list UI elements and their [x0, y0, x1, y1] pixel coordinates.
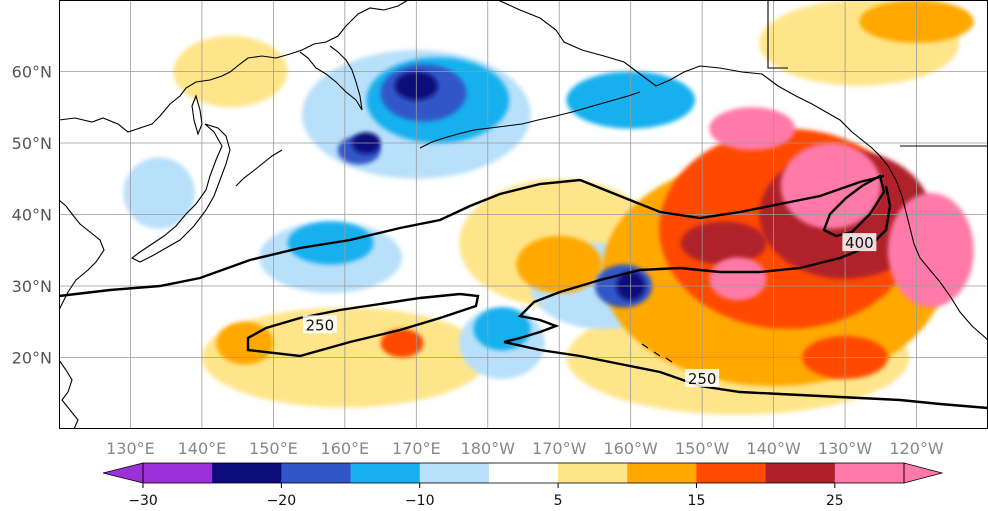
longitude-label: 150°W	[675, 439, 730, 458]
colorbar: −30 −20 −10 5 15 25	[102, 462, 944, 509]
anomaly-region	[680, 221, 767, 265]
contour-label-bg	[302, 315, 337, 334]
border-alaska-canada	[767, 0, 788, 69]
colorbar-extend-low	[102, 462, 144, 484]
map-plot-area: 250 250 400	[59, 0, 988, 429]
longitude-label: 130°E	[106, 439, 155, 458]
longitude-label: 130°W	[818, 439, 873, 458]
contour-label: 250	[688, 370, 717, 388]
coastline-north-america-west	[851, 131, 988, 341]
contour-label-bg	[842, 233, 877, 252]
contour-label: 400	[845, 234, 874, 252]
latitude-label: 50°N	[12, 134, 52, 153]
coastlines	[59, 0, 988, 429]
coastline-kurils	[235, 149, 283, 187]
contour-label: 250	[306, 316, 335, 334]
coastline-aleutians	[419, 91, 641, 149]
coastline-kamchatka	[299, 45, 363, 111]
colorbar-tick-label: −10	[405, 493, 435, 509]
latitude-labels: 60°N 50°N 40°N 30°N 20°N	[12, 63, 52, 368]
longitude-label: 140°E	[178, 439, 227, 458]
contour-250-north	[59, 174, 885, 298]
colorbar-cell	[143, 463, 213, 483]
colorbar-cell	[350, 463, 421, 483]
coastline-china-korea	[59, 199, 105, 311]
coastline-asia	[59, 0, 409, 133]
colorbar-cell	[488, 463, 559, 483]
latitude-label: 30°N	[12, 277, 52, 296]
contour-250-closed	[246, 292, 480, 358]
colorbar-tick-label: 5	[554, 493, 563, 509]
longitude-label: 140°W	[746, 439, 801, 458]
longitude-label: 180°W	[461, 439, 516, 458]
latitude-label: 20°N	[12, 349, 52, 368]
contour-labels: 250 250 400	[302, 233, 877, 388]
colorbar-cell	[627, 463, 697, 483]
coastline-alaska	[497, 0, 853, 133]
coastline-sakhalin	[191, 94, 203, 136]
coastline-hawaii	[641, 343, 673, 363]
colorbar-tick-label: 15	[688, 493, 706, 509]
colorbar-ticks: −30 −20 −10 5 15 25	[128, 483, 844, 509]
colorbar-cell	[765, 463, 836, 483]
contour-250-south-lower	[503, 340, 988, 410]
longitude-label: 170°W	[532, 439, 587, 458]
graticule	[59, 0, 988, 429]
latitude-label: 60°N	[12, 63, 52, 82]
anomaly-region	[123, 157, 195, 229]
anomaly-region	[780, 143, 881, 229]
coastline-japan	[130, 123, 231, 263]
longitude-label: 160°W	[604, 439, 659, 458]
anomaly-region	[380, 328, 424, 358]
longitude-label: 170°E	[392, 439, 441, 458]
coastline-philippines	[59, 359, 79, 429]
longitude-label: 150°E	[249, 439, 298, 458]
colorbar-cell	[834, 463, 905, 483]
anomaly-region	[887, 193, 974, 308]
colorbar-extend-high	[903, 462, 944, 484]
anomaly-region	[709, 107, 796, 151]
colorbar-tick-label: −20	[267, 493, 297, 509]
colorbar-tick-label: −30	[128, 493, 158, 509]
colorbar-tick-label: 25	[826, 493, 844, 509]
colorbar-cell	[212, 463, 282, 483]
colorbar-cell	[419, 463, 490, 483]
longitude-label: 120°W	[889, 439, 944, 458]
colorbar-cell	[696, 463, 767, 483]
colorbar-outline	[142, 462, 905, 484]
anomaly-region	[709, 257, 767, 301]
contour-400	[822, 174, 886, 238]
contour-label-bg	[685, 368, 720, 387]
colorbar-cell	[558, 463, 628, 483]
longitude-labels: 130°E 140°E 150°E 160°E 170°E 180°W 170°W 160°W…	[106, 439, 944, 458]
longitude-label: 160°E	[321, 439, 370, 458]
colorbar-cells	[102, 462, 944, 484]
latitude-label: 40°N	[12, 206, 52, 225]
colorbar-cell	[281, 463, 352, 483]
